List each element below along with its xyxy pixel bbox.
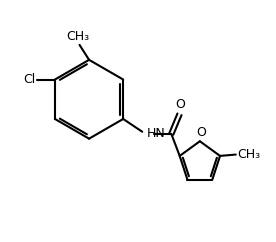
Text: O: O (175, 98, 185, 111)
Text: Cl: Cl (23, 73, 35, 86)
Text: CH₃: CH₃ (237, 148, 261, 161)
Text: HN: HN (146, 127, 165, 140)
Text: O: O (196, 126, 206, 139)
Text: CH₃: CH₃ (67, 30, 90, 43)
